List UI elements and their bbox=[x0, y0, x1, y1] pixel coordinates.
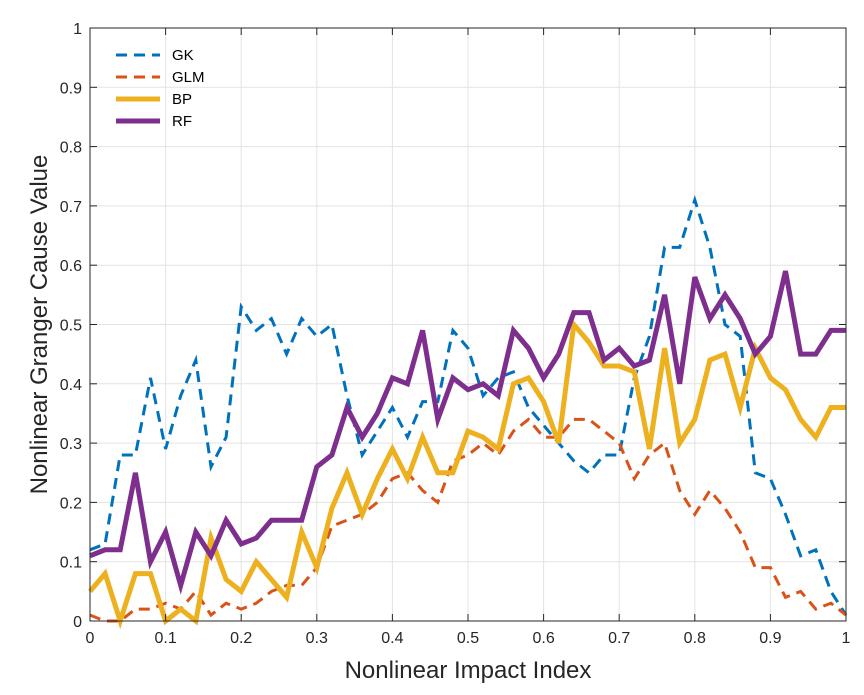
x-tick-label: 0.1 bbox=[154, 630, 176, 647]
y-tick-labels: 0 0.1 0.2 0.3 0.4 0.5 0.6 0.7 0.8 0.9 1 bbox=[60, 21, 82, 631]
y-tick-label: 0.8 bbox=[60, 140, 82, 157]
x-tick-label: 0.6 bbox=[532, 630, 554, 647]
series-line-rf bbox=[89, 270, 846, 595]
y-tick-label: 0.5 bbox=[60, 318, 82, 335]
legend-label-bp: BP bbox=[172, 91, 192, 108]
y-tick-label: 0.7 bbox=[60, 199, 82, 216]
y-tick-label: 0.2 bbox=[60, 495, 82, 512]
x-tick-label: 0.3 bbox=[306, 630, 328, 647]
x-tick-label: 0.4 bbox=[381, 630, 403, 647]
x-tick-label: 0.8 bbox=[684, 630, 706, 647]
y-tick-label: 0.3 bbox=[60, 436, 82, 453]
x-axis-title: Nonlinear Impact Index bbox=[345, 657, 592, 684]
y-tick-label: 0 bbox=[73, 614, 82, 631]
legend-label-glm: GLM bbox=[172, 69, 205, 86]
x-tick-label: 0.2 bbox=[230, 630, 252, 647]
series-line-bp bbox=[88, 318, 846, 630]
x-tick-labels: 0 0.1 0.2 0.3 0.4 0.5 0.6 0.7 0.8 0.9 1 bbox=[86, 630, 851, 647]
series-line-gk bbox=[89, 195, 848, 616]
y-tick-label: 0.1 bbox=[60, 555, 82, 572]
y-axis-title: Nonlinear Granger Cause Value bbox=[26, 155, 53, 495]
tick-marks bbox=[89, 27, 847, 622]
x-tick-label: 0 bbox=[86, 630, 95, 647]
x-tick-label: 0.5 bbox=[457, 630, 479, 647]
y-tick-label: 0.9 bbox=[60, 80, 82, 97]
legend: GK GLM BP RF bbox=[116, 47, 205, 130]
x-tick-label: 0.7 bbox=[608, 630, 630, 647]
y-tick-label: 0.4 bbox=[60, 377, 82, 394]
legend-label-rf: RF bbox=[172, 113, 192, 130]
series-line-glm bbox=[89, 417, 847, 623]
x-tick-label: 0.9 bbox=[759, 630, 781, 647]
series-lines bbox=[88, 195, 848, 630]
y-tick-label: 0.6 bbox=[60, 258, 82, 275]
y-tick-label: 1 bbox=[73, 21, 82, 38]
legend-label-gk: GK bbox=[172, 47, 194, 64]
x-tick-label: 1 bbox=[842, 630, 851, 647]
